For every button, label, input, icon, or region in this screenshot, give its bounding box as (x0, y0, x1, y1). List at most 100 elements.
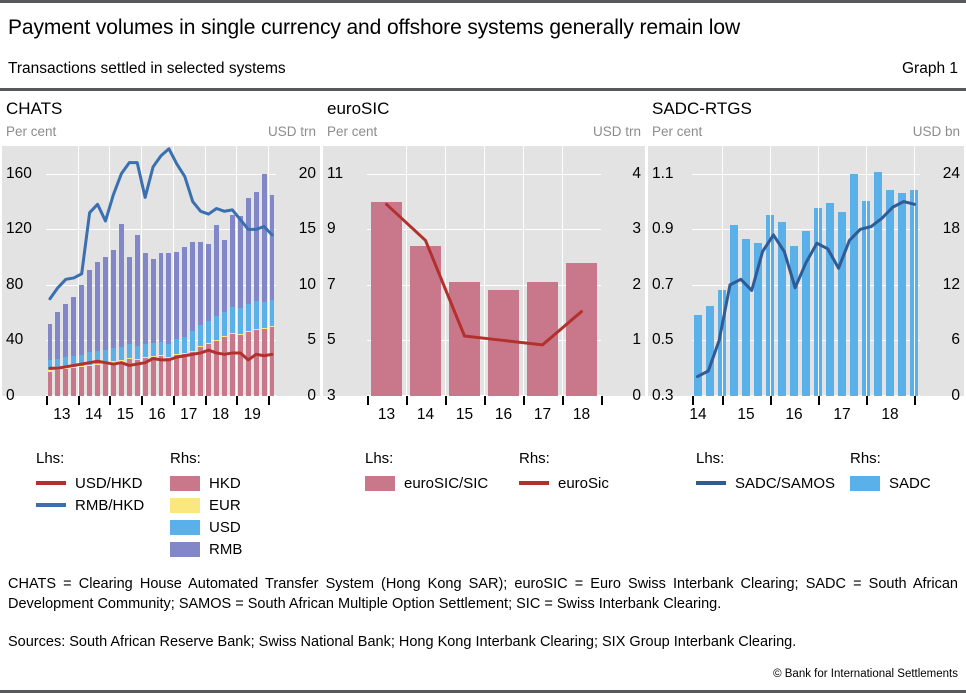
bar-segment-hkd (150, 357, 156, 396)
legend-item[interactable]: USD (170, 516, 242, 538)
unit-row: Per cent USD trn (323, 124, 645, 146)
panel-title: SADC-RTGS (652, 99, 752, 118)
right-axis-tick-label: 24 (942, 164, 960, 182)
bar-segment-eur (229, 332, 235, 334)
bar-eurosic-sic (566, 262, 597, 396)
bar-sadc (898, 193, 906, 396)
bar-segment-hkd (134, 360, 140, 396)
bar-segment-rmb (245, 197, 251, 305)
unit-row: Per cent USD bn (648, 124, 964, 146)
left-axis-tick-label: 0.5 (652, 331, 674, 349)
bar-segment-eur (95, 363, 100, 365)
x-axis-label: 18 (881, 406, 899, 423)
vertical-gridline (406, 146, 407, 396)
bar-segment-rmb (206, 244, 212, 321)
vertical-gridline (204, 146, 206, 396)
left-axis-unit: Per cent (652, 124, 703, 139)
bar-eurosic-sic (449, 282, 480, 396)
bar-segment-usd (261, 302, 267, 328)
gridline (46, 229, 276, 231)
bar-segment-hkd (87, 366, 93, 396)
bar-segment-eur (158, 354, 164, 356)
line-eurosic (385, 202, 583, 347)
bar-segment-usd (229, 307, 235, 333)
legend-label: USD (209, 518, 241, 536)
legend-item[interactable]: SADC (850, 472, 931, 494)
x-axis-tick (445, 396, 447, 405)
left-axis-unit: Per cent (6, 124, 57, 139)
stacked-bar (206, 146, 212, 396)
x-axis-tick (914, 396, 916, 405)
bar-segment-rmb (182, 247, 188, 338)
line-layer (385, 202, 583, 347)
bar-segment-hkd (95, 364, 100, 396)
x-axis-label: 18 (211, 406, 230, 423)
bar-segment-rmb (229, 215, 235, 308)
legend-column: Rhs: euroSic (519, 450, 609, 494)
vertical-gridline (914, 146, 915, 396)
legend-label: euroSic (558, 474, 609, 492)
bar-segment-usd (237, 308, 243, 334)
x-axis-label: 15 (116, 406, 134, 423)
left-axis: 3 5 7 9 11 (323, 146, 367, 404)
right-axis-unit: USD bn (912, 124, 960, 139)
bar-segment-usd (79, 354, 85, 366)
stacked-bar (190, 146, 196, 396)
bar-segment-eur (55, 369, 61, 371)
legend-item[interactable]: USD/HKD (36, 472, 144, 494)
bar-sadc (826, 203, 834, 396)
x-axis-tick (141, 396, 144, 405)
legend-item[interactable]: SADC/SAMOS (696, 472, 835, 494)
legend-item[interactable]: euroSIC/SIC (365, 472, 488, 494)
stacked-bar (110, 146, 116, 396)
legend-item[interactable]: HKD (170, 472, 242, 494)
legend-item[interactable]: euroSic (519, 472, 609, 494)
right-axis-tick-label: 4 (632, 164, 641, 182)
bar-segment-rmb (174, 251, 180, 340)
bar-segment-rmb (103, 256, 108, 351)
stacked-bar (269, 146, 275, 396)
left-axis-tick-label: 11 (327, 164, 344, 182)
bar-segment-hkd (206, 343, 212, 396)
stacked-bar (182, 146, 188, 396)
stacked-bar (47, 146, 53, 396)
vertical-gridline (770, 146, 771, 396)
x-axis-tick (562, 396, 564, 405)
vertical-gridline (562, 146, 563, 396)
legend-heading: Lhs: (696, 450, 725, 467)
bar-segment-usd (47, 360, 53, 371)
right-axis-tick-label: 15 (298, 220, 316, 238)
legend-heading: Rhs: (519, 450, 550, 467)
bar-segment-eur (182, 352, 188, 354)
legend-item[interactable]: RMB/HKD (36, 494, 144, 516)
stacked-bar (221, 146, 227, 396)
plot-area (692, 146, 920, 396)
x-axis-tick (236, 396, 239, 405)
stacked-bar (126, 146, 132, 396)
right-axis-unit: USD trn (592, 124, 641, 139)
bar-segment-hkd (261, 328, 267, 396)
plot-block: 0 40 80 120 160 0 5 10 15 20 (2, 146, 320, 404)
bar-segment-usd (221, 311, 227, 337)
bar-segment-usd (118, 346, 124, 361)
bar-segment-hkd (237, 334, 243, 396)
bar-segment-usd (134, 345, 140, 360)
stacked-bar (174, 146, 180, 396)
bar-sadc (838, 211, 846, 396)
bar-segment-hkd (126, 359, 132, 396)
bar-segment-usd (214, 316, 219, 340)
stacked-bar (79, 146, 85, 396)
legend-item[interactable]: EUR (170, 494, 242, 516)
x-axis-tick (601, 396, 603, 405)
gridline (692, 229, 920, 231)
stacked-bar (95, 146, 100, 396)
bar-segment-usd (174, 339, 180, 354)
stacked-bar (118, 146, 124, 396)
rule-top (0, 0, 966, 3)
bar-segment-eur (142, 357, 148, 359)
legend-item[interactable]: RMB (170, 538, 242, 560)
vertical-gridline (818, 146, 819, 396)
left-axis-tick-label: 0.3 (652, 387, 674, 404)
bar-sadc (874, 171, 882, 396)
left-axis-tick-label: 40 (6, 331, 24, 349)
